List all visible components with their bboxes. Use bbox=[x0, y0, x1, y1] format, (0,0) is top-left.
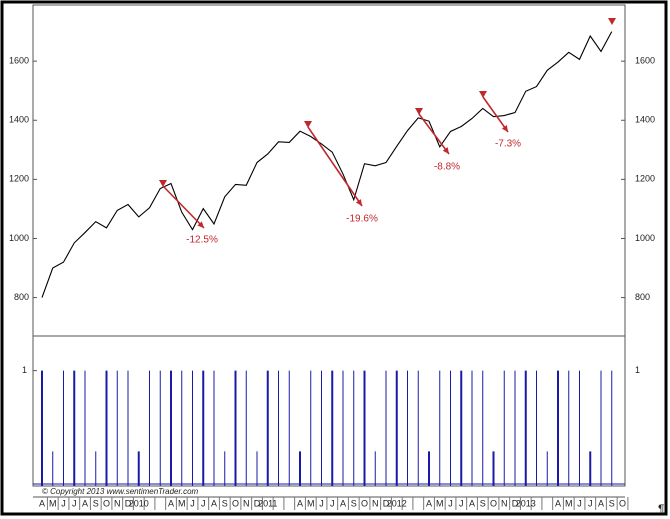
arrow-head bbox=[442, 147, 449, 154]
x-tick-label: A bbox=[340, 498, 346, 508]
peak-marker bbox=[415, 108, 423, 115]
y-tick-label: 1200 bbox=[9, 174, 29, 184]
y2-tick-label: 1 bbox=[635, 365, 640, 375]
x-tick-label: M bbox=[565, 498, 573, 508]
x-tick-label: A bbox=[211, 498, 217, 508]
peak-marker bbox=[304, 121, 312, 128]
arrow-head bbox=[501, 125, 508, 132]
x-tick-label: M bbox=[178, 498, 186, 508]
x-tick-label: O bbox=[490, 498, 497, 508]
copyright: © Copyright 2013 www.sentimenTrader.com bbox=[42, 487, 199, 496]
drawdown-label: -12.5% bbox=[186, 235, 218, 246]
x-tick-label: A bbox=[82, 498, 88, 508]
x-tick-label: O bbox=[361, 498, 368, 508]
y-tick-label: 1000 bbox=[9, 233, 29, 243]
x-tick-label: S bbox=[222, 498, 228, 508]
y2-tick-label: 1400 bbox=[635, 115, 655, 125]
arrow-head bbox=[197, 221, 204, 228]
x-tick-label: S bbox=[480, 498, 486, 508]
y2-tick-label: 1200 bbox=[635, 174, 655, 184]
x-tick-label: M bbox=[49, 498, 57, 508]
x-tick-label: J bbox=[330, 498, 335, 508]
x-tick-label: A bbox=[426, 498, 432, 508]
x-tick-label: A bbox=[39, 498, 45, 508]
x-tick-label: O bbox=[232, 498, 239, 508]
drawdown-arrow bbox=[418, 113, 450, 155]
x-tick-label: 2013 bbox=[516, 498, 536, 508]
y-tick-label: 1600 bbox=[9, 56, 29, 66]
x-tick-label: D bbox=[125, 498, 132, 508]
x-tick-label: J bbox=[588, 498, 593, 508]
y2-tick-label: 800 bbox=[635, 292, 650, 302]
signal-panel bbox=[32, 335, 626, 487]
x-tick-label: 2010 bbox=[129, 498, 149, 508]
drawdown-arrow bbox=[162, 185, 205, 229]
x-tick-label: M bbox=[436, 498, 444, 508]
x-tick-label: D bbox=[512, 498, 519, 508]
x-tick-label: S bbox=[351, 498, 357, 508]
x-tick-label: M bbox=[307, 498, 315, 508]
x-tick-label: J bbox=[577, 498, 582, 508]
x-tick-label: S bbox=[609, 498, 615, 508]
price-panel bbox=[32, 4, 626, 337]
x-tick-label: N bbox=[114, 498, 121, 508]
x-tick-label: J bbox=[72, 498, 77, 508]
y-tick-label: 1 bbox=[22, 365, 27, 375]
x-tick-label: N bbox=[372, 498, 379, 508]
x-tick-label: A bbox=[555, 498, 561, 508]
x-tick-label: O bbox=[103, 498, 110, 508]
x-tick-label: A bbox=[168, 498, 174, 508]
x-tick-label: N bbox=[501, 498, 508, 508]
drawdown-arrow bbox=[307, 126, 363, 207]
x-tick-label: D bbox=[383, 498, 390, 508]
x-tick-label: N bbox=[243, 498, 250, 508]
y2-tick-label: 1000 bbox=[635, 233, 655, 243]
drawdown-label: -19.6% bbox=[346, 214, 378, 225]
x-tick-label: J bbox=[448, 498, 453, 508]
y2-tick-label: 1600 bbox=[635, 56, 655, 66]
x-tick-label: J bbox=[61, 498, 66, 508]
drawdown-label: -8.8% bbox=[434, 162, 460, 173]
x-tick-label: J bbox=[459, 498, 464, 508]
arrow-head bbox=[355, 199, 362, 206]
x-tick-label: A bbox=[598, 498, 604, 508]
x-tick-label: S bbox=[93, 498, 99, 508]
price-line bbox=[41, 31, 613, 298]
x-tick-label: D bbox=[254, 498, 261, 508]
drawdown-label: -7.3% bbox=[495, 139, 521, 150]
x-tick-label: O bbox=[619, 498, 626, 508]
x-tick-label: A bbox=[297, 498, 303, 508]
peak-marker bbox=[479, 91, 487, 98]
x-tick-label: J bbox=[190, 498, 195, 508]
drawdown-arrow bbox=[482, 96, 509, 133]
x-tick-label: 2011 bbox=[258, 498, 277, 508]
page-mark: ¶ bbox=[658, 502, 664, 516]
x-tick-label: 2012 bbox=[387, 498, 407, 508]
x-tick-label: A bbox=[469, 498, 475, 508]
x-tick-label: J bbox=[201, 498, 206, 508]
peak-marker bbox=[159, 180, 167, 187]
x-tick-label: J bbox=[319, 498, 324, 508]
peak-marker bbox=[608, 18, 616, 25]
y-tick-label: 1400 bbox=[9, 115, 29, 125]
y-tick-label: 800 bbox=[14, 292, 29, 302]
